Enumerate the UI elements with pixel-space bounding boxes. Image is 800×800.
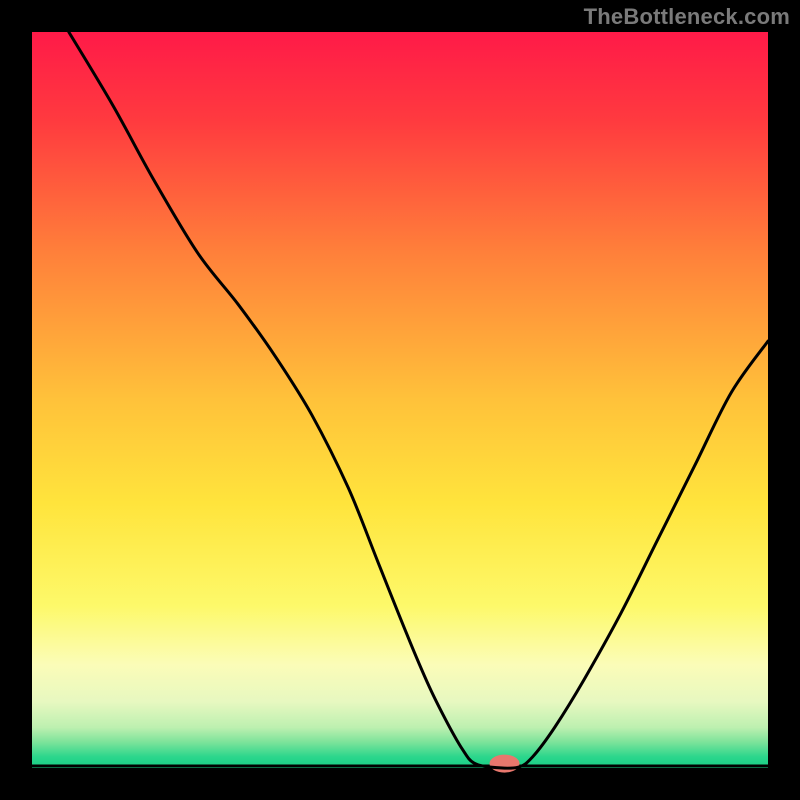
chart-container: { "watermark": { "text": "TheBottleneck.… <box>0 0 800 800</box>
optimal-marker <box>490 755 520 773</box>
watermark-label: TheBottleneck.com <box>584 4 790 30</box>
bottleneck-chart <box>0 0 800 800</box>
plot-background <box>32 32 768 768</box>
